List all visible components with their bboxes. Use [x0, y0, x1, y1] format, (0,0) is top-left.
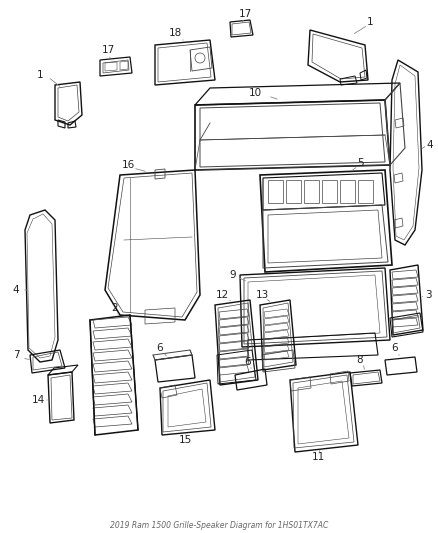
Text: 14: 14 — [32, 395, 45, 405]
Text: 4: 4 — [13, 285, 19, 295]
Text: 17: 17 — [101, 45, 115, 55]
Text: 3: 3 — [425, 290, 431, 300]
Text: 16: 16 — [121, 160, 134, 170]
Text: 2019 Ram 1500 Grille-Speaker Diagram for 1HS01TX7AC: 2019 Ram 1500 Grille-Speaker Diagram for… — [110, 521, 328, 529]
Text: 6: 6 — [392, 343, 398, 353]
Text: 11: 11 — [311, 452, 325, 462]
Text: 6: 6 — [157, 343, 163, 353]
Text: 18: 18 — [168, 28, 182, 38]
Text: 1: 1 — [367, 17, 373, 27]
Text: 7: 7 — [13, 350, 19, 360]
Text: 12: 12 — [215, 290, 229, 300]
Text: 8: 8 — [357, 355, 363, 365]
Text: 4: 4 — [427, 140, 433, 150]
Text: 15: 15 — [178, 435, 192, 445]
Text: 5: 5 — [357, 158, 363, 168]
Text: 10: 10 — [248, 88, 261, 98]
Text: 17: 17 — [238, 9, 251, 19]
Text: 13: 13 — [255, 290, 268, 300]
Text: 9: 9 — [230, 270, 237, 280]
Text: 6: 6 — [245, 357, 251, 367]
Text: 2: 2 — [112, 303, 118, 313]
Text: 1: 1 — [37, 70, 43, 80]
